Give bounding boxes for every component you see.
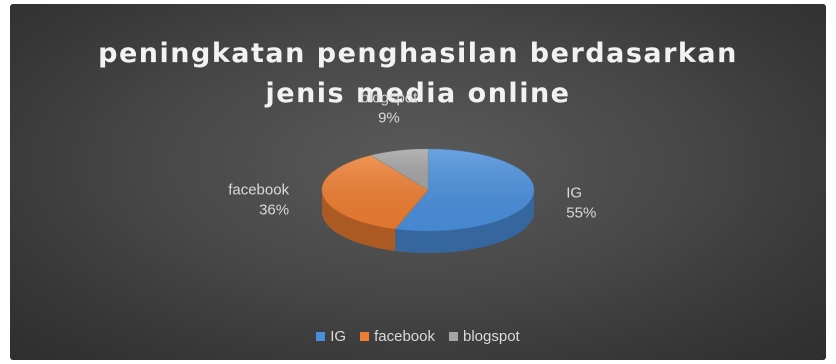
- pie-slice-sheen-blogspot: [371, 149, 428, 190]
- legend-item-blogspot: blogspot: [449, 328, 520, 345]
- legend-label-ig: IG: [330, 328, 347, 345]
- pie-side-ig: [395, 190, 534, 253]
- chart-title-line-2: jenis media online: [265, 78, 571, 109]
- legend-swatch-blogspot: [449, 332, 458, 341]
- legend: IG facebook blogspot: [10, 328, 826, 345]
- data-label-value-blogspot: 9%: [378, 109, 400, 126]
- pie-side-facebook: [322, 190, 396, 251]
- chart-area: peningkatan penghasilan berdasarkan jeni…: [10, 4, 826, 360]
- legend-label-blogspot: blogspot: [463, 328, 520, 345]
- pie-slice-sheen-ig: [395, 149, 534, 231]
- pie-chart: IG 55% facebook 36% blogspot 9%: [228, 89, 596, 253]
- pie-labels: IG 55% facebook 36% blogspot 9%: [228, 89, 596, 221]
- legend-swatch-ig: [316, 332, 326, 341]
- pie-sides: [322, 190, 534, 253]
- data-label-value-ig: 55%: [566, 204, 596, 221]
- data-label-name-facebook: facebook: [228, 182, 289, 199]
- data-label-value-facebook: 36%: [259, 202, 289, 219]
- chart-title-line-1: peningkatan penghasilan berdasarkan: [98, 38, 738, 69]
- legend-swatch-facebook: [360, 332, 370, 341]
- data-label-name-blogspot: blogspot: [361, 89, 419, 106]
- pie-slice-sheen-facebook: [321, 155, 428, 229]
- legend-item-ig: IG: [316, 328, 346, 345]
- data-label-name-ig: IG: [566, 184, 582, 201]
- pie-tops: [321, 148, 535, 232]
- legend-item-facebook: facebook: [360, 328, 435, 345]
- legend-label-facebook: facebook: [374, 328, 435, 345]
